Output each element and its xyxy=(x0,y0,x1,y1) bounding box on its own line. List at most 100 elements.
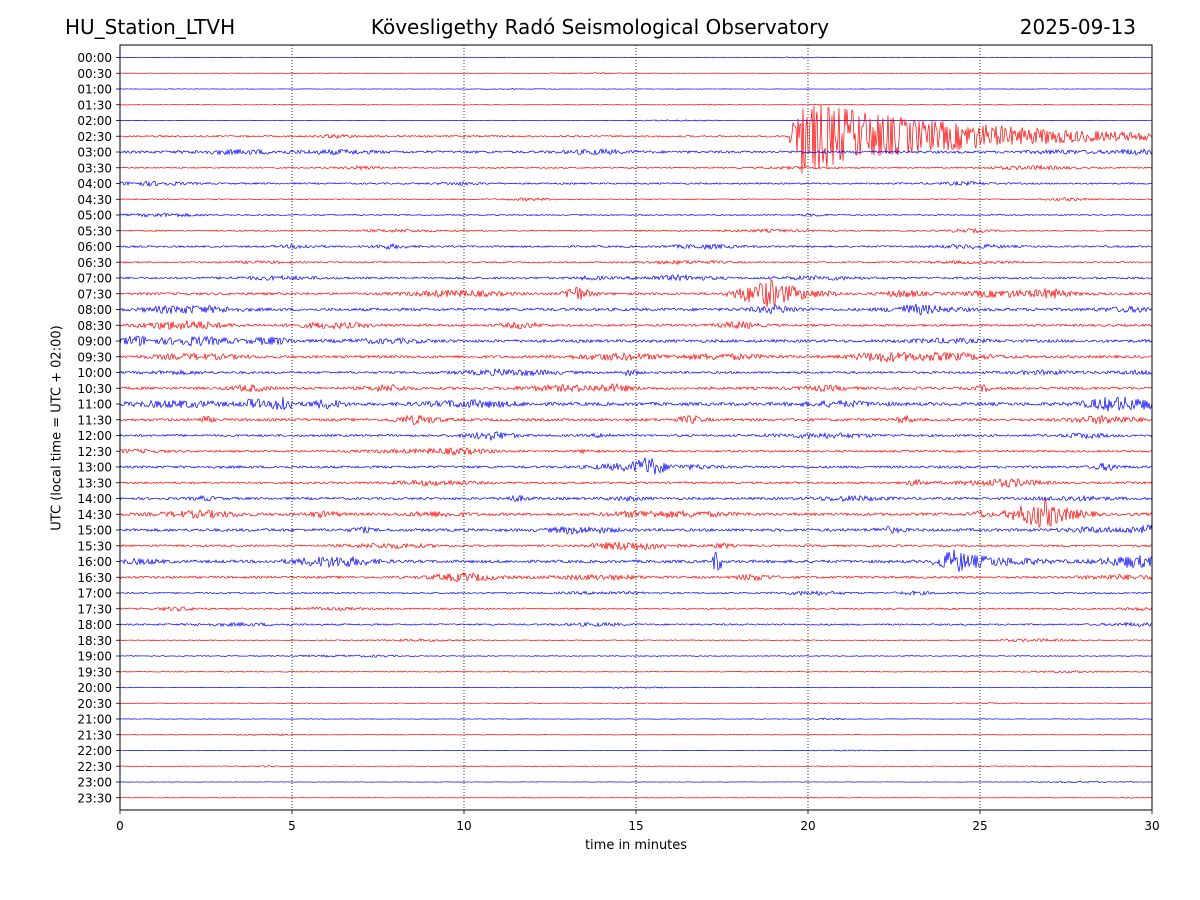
row-label: 21:00 xyxy=(77,713,112,727)
row-label: 02:00 xyxy=(77,114,112,128)
trace-0800 xyxy=(119,303,1153,316)
chart-title: Kövesligethy Radó Seismological Observat… xyxy=(370,15,830,39)
row-label: 18:00 xyxy=(77,618,112,632)
row-label: 01:30 xyxy=(77,98,112,112)
row-label: 20:30 xyxy=(77,697,112,711)
trace-0100 xyxy=(119,88,1153,90)
station-name: HU_Station_LTVH xyxy=(65,15,236,39)
row-label: 06:00 xyxy=(77,240,112,254)
trace-1530 xyxy=(119,541,1153,551)
trace-0330 xyxy=(119,164,1153,171)
trace-1330 xyxy=(119,477,1153,488)
trace-1000 xyxy=(119,367,1153,377)
trace-0030 xyxy=(119,72,1153,75)
row-label: 22:30 xyxy=(77,760,112,774)
row-label: 08:30 xyxy=(77,319,112,333)
trace-0500 xyxy=(119,212,1153,218)
row-label: 03:00 xyxy=(77,146,112,160)
x-tick-label: 25 xyxy=(972,819,987,833)
row-label: 09:00 xyxy=(77,335,112,349)
trace-0830 xyxy=(119,320,1153,330)
trace-1500 xyxy=(120,524,1153,535)
y-axis-title: UTC (local time = UTC + 02:00) xyxy=(49,325,65,531)
trace-2000 xyxy=(119,686,1153,689)
row-label: 08:00 xyxy=(77,303,112,317)
row-label: 09:30 xyxy=(77,350,112,364)
row-label: 05:30 xyxy=(77,224,112,238)
trace-0400 xyxy=(119,180,1153,187)
row-label: 21:30 xyxy=(77,728,112,742)
trace-1400 xyxy=(119,494,1153,503)
row-label: 11:30 xyxy=(77,413,112,427)
row-label: 10:30 xyxy=(77,382,112,396)
trace-1900 xyxy=(119,654,1153,658)
row-label: 14:30 xyxy=(77,508,112,522)
trace-1630 xyxy=(119,572,1153,583)
row-label: 19:30 xyxy=(77,665,112,679)
row-label: 05:00 xyxy=(77,209,112,223)
trace-1430 xyxy=(119,498,1153,528)
trace-1100 xyxy=(119,396,1153,412)
x-tick-label: 0 xyxy=(116,819,124,833)
trace-0530 xyxy=(119,227,1153,234)
row-label: 20:00 xyxy=(77,681,112,695)
trace-1230 xyxy=(119,447,1153,456)
row-label: 23:30 xyxy=(77,791,112,805)
row-label: 07:30 xyxy=(77,287,112,301)
trace-2200 xyxy=(119,749,1153,752)
row-label: 07:00 xyxy=(77,272,112,286)
row-label: 17:00 xyxy=(77,587,112,601)
trace-1830 xyxy=(119,638,1153,643)
trace-1800 xyxy=(119,621,1153,628)
row-label: 14:00 xyxy=(77,492,112,506)
x-tick-label: 20 xyxy=(800,819,815,833)
x-axis-title: time in minutes xyxy=(584,838,688,853)
row-label: 03:30 xyxy=(77,161,112,175)
row-label: 01:00 xyxy=(77,83,112,97)
row-label: 15:00 xyxy=(77,524,112,538)
trace-0130 xyxy=(119,103,1152,106)
trace-0930 xyxy=(119,351,1153,363)
trace-0700 xyxy=(119,273,1153,282)
trace-1030 xyxy=(119,383,1153,393)
row-label: 10:00 xyxy=(77,366,112,380)
x-tick-label: 15 xyxy=(628,819,643,833)
trace-0000 xyxy=(119,56,1153,59)
trace-1130 xyxy=(119,414,1153,426)
trace-0630 xyxy=(119,259,1153,266)
row-label: 04:00 xyxy=(77,177,112,191)
x-tick-label: 5 xyxy=(288,819,296,833)
row-label: 13:30 xyxy=(77,476,112,490)
trace-0230 xyxy=(119,104,1153,175)
trace-1200 xyxy=(119,431,1153,441)
row-label: 11:00 xyxy=(77,398,112,412)
row-label: 15:30 xyxy=(77,539,112,553)
trace-0730 xyxy=(119,279,1153,308)
trace-0300 xyxy=(119,148,1153,156)
trace-2330 xyxy=(119,796,1153,799)
trace-1930 xyxy=(119,670,1153,674)
row-label: 18:30 xyxy=(77,634,112,648)
row-label: 00:00 xyxy=(77,51,112,65)
trace-0900 xyxy=(119,335,1153,347)
row-label: 22:00 xyxy=(77,744,112,758)
row-label: 23:00 xyxy=(77,776,112,790)
trace-2300 xyxy=(119,780,1153,784)
trace-1700 xyxy=(119,589,1153,597)
row-label: 13:00 xyxy=(77,461,112,475)
row-label: 12:00 xyxy=(77,429,112,443)
trace-2100 xyxy=(119,717,1153,721)
trace-0600 xyxy=(119,242,1153,250)
trace-1730 xyxy=(119,606,1153,612)
trace-1300 xyxy=(119,457,1153,475)
row-label: 16:00 xyxy=(77,555,112,569)
trace-2130 xyxy=(119,733,1153,736)
trace-0430 xyxy=(119,197,1153,202)
x-tick-label: 30 xyxy=(1144,819,1159,833)
row-label: 02:30 xyxy=(77,130,112,144)
x-tick-label: 10 xyxy=(456,819,471,833)
row-label: 00:30 xyxy=(77,67,112,81)
row-label: 06:30 xyxy=(77,256,112,270)
row-label: 16:30 xyxy=(77,571,112,585)
